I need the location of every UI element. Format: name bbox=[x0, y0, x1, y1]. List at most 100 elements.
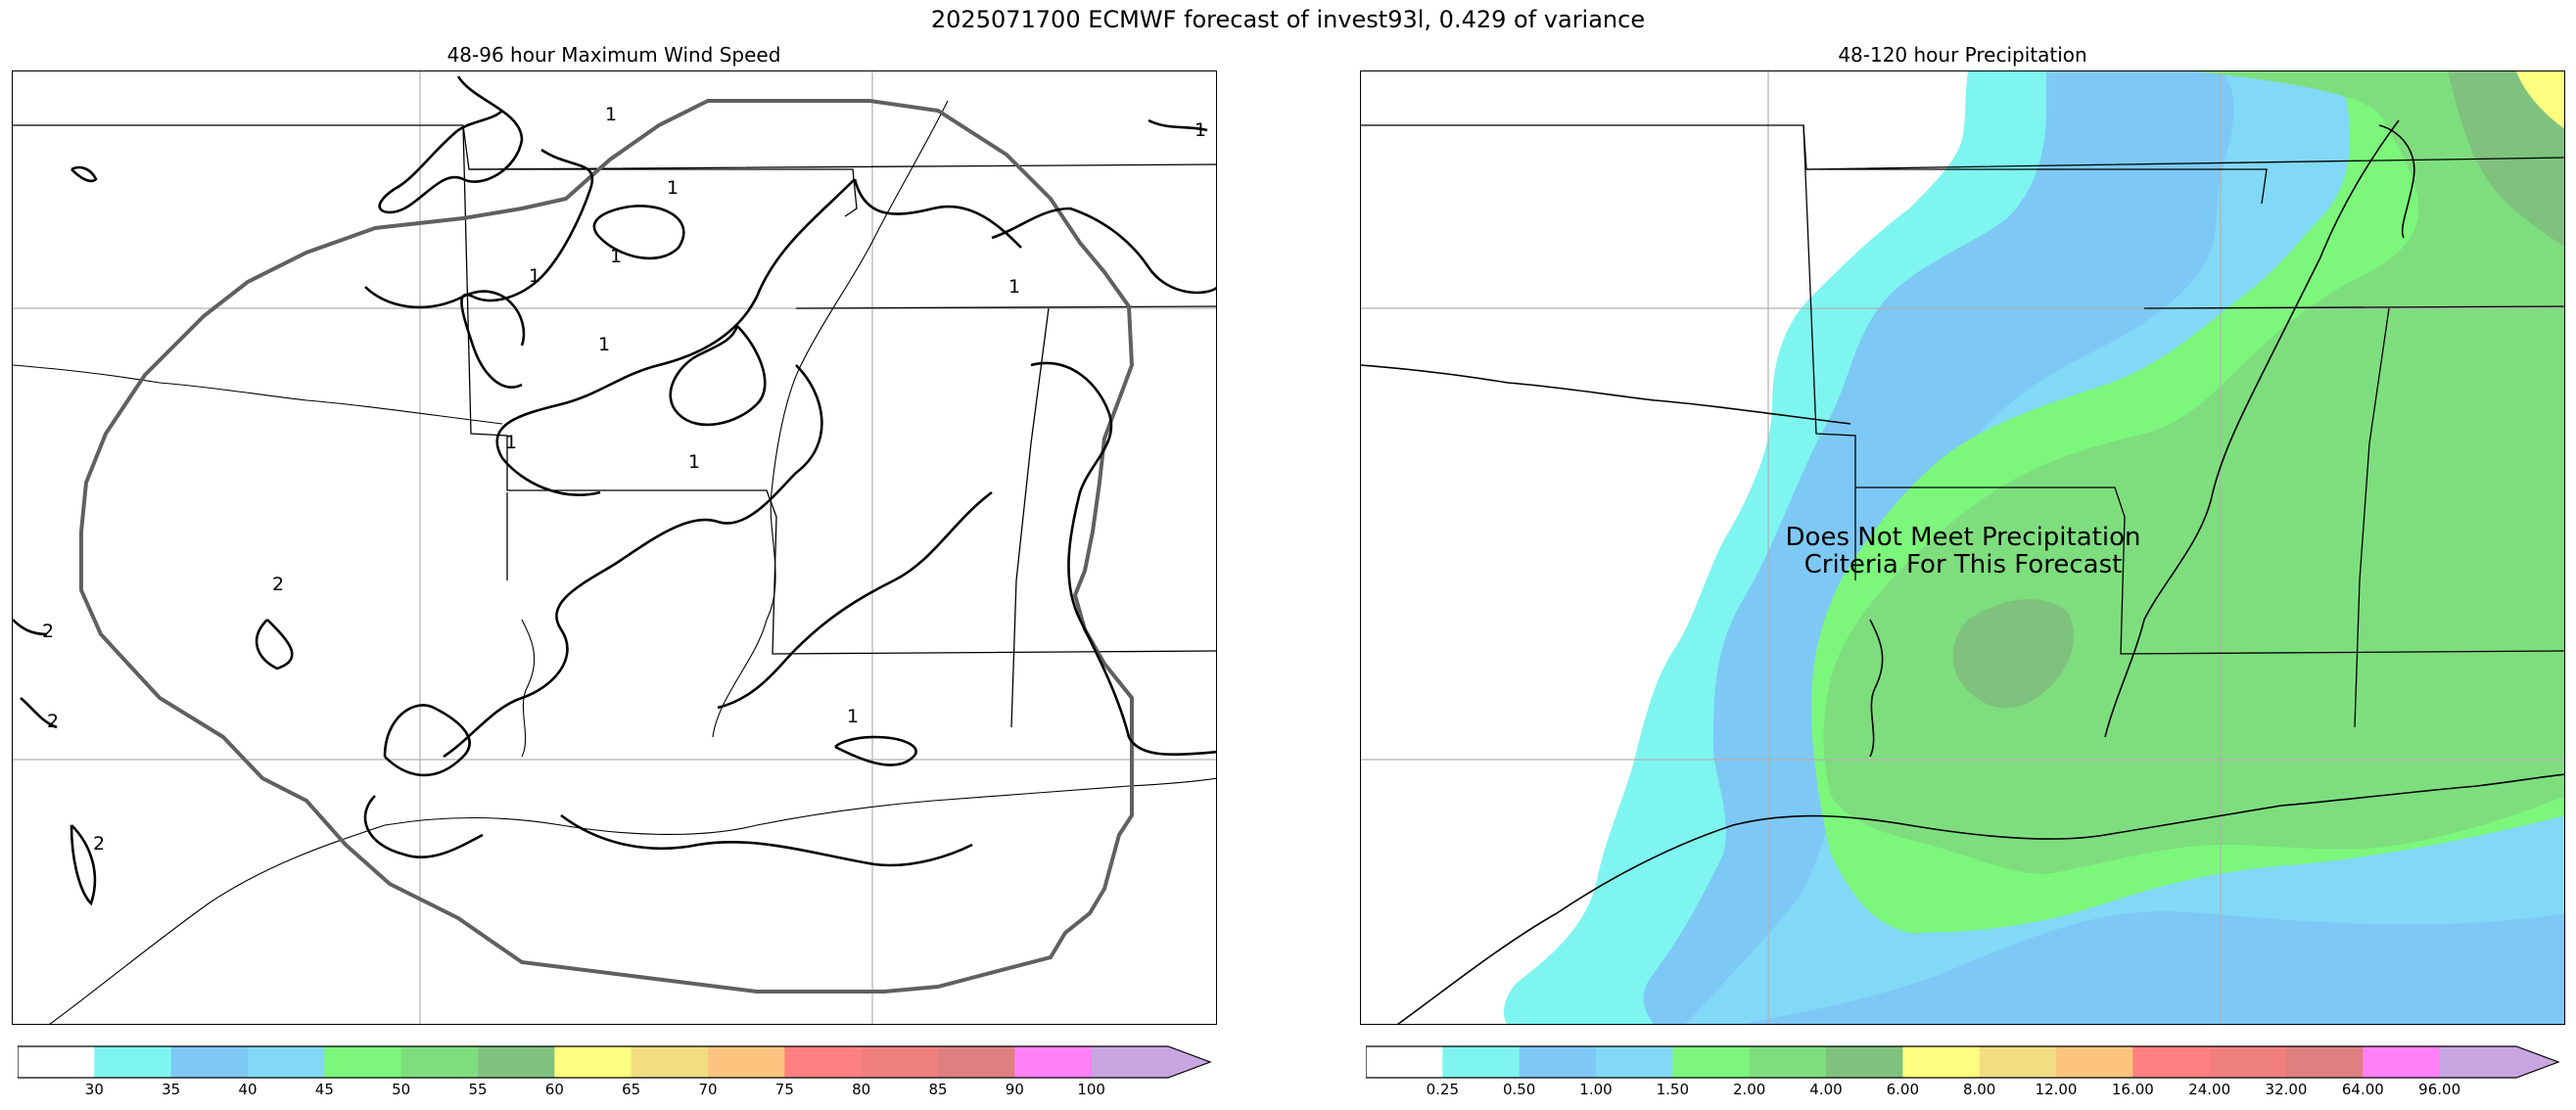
contour-label: 2 bbox=[93, 833, 105, 855]
wind-panel-title: 48-96 hour Maximum Wind Speed bbox=[446, 43, 781, 67]
contour-label: 2 bbox=[42, 621, 54, 642]
wind-map: 1 1 1 1 1 1 1 1 1 1 2 2 2 2 bbox=[12, 70, 1217, 1025]
precip-colorbar-tick-label: 12.00 bbox=[2035, 1081, 2078, 1098]
wind-map-canvas: 1 1 1 1 1 1 1 1 1 1 2 2 2 2 bbox=[13, 71, 1216, 1024]
precip-colorbar-tick-label: 0.50 bbox=[1502, 1081, 1536, 1098]
precip-colorbar-cell bbox=[2056, 1046, 2133, 1078]
wind-colorbar bbox=[18, 1045, 1212, 1079]
precip-colorbar-cell bbox=[1366, 1046, 1443, 1078]
wind-colorbar-cell bbox=[478, 1046, 555, 1078]
precip-gridlines bbox=[1361, 71, 2564, 1024]
precip-colorbar-tick-label: 16.00 bbox=[2111, 1081, 2154, 1098]
wind-colorbar-cell bbox=[1091, 1046, 1169, 1078]
precip-colorbar-tick-labels: 0.25 0.50 1.00 1.50 2.00 4.00 6.00 8.00 12.00 16.… bbox=[1366, 1081, 2560, 1100]
wind-colorbar-cell bbox=[324, 1046, 402, 1078]
precip-colorbar-cell bbox=[1442, 1046, 1521, 1078]
precip-colorbar-cell bbox=[2286, 1046, 2364, 1078]
wind-envelope-polygon bbox=[79, 99, 1135, 994]
precip-colorbar-cell bbox=[2439, 1046, 2517, 1078]
precip-colorbar-tick-label: 2.00 bbox=[1732, 1081, 1766, 1098]
precip-panel-title: 48-120 hour Precipitation bbox=[1838, 43, 2087, 67]
wind-colorbar-tick-label: 45 bbox=[314, 1081, 334, 1098]
wind-colorbar-tick-label: 80 bbox=[852, 1081, 871, 1098]
wind-colorbar-cell bbox=[170, 1046, 249, 1078]
wind-state-borders bbox=[13, 124, 1216, 728]
wind-rivers bbox=[13, 100, 1216, 1024]
precip-colorbar-cell bbox=[1902, 1046, 1981, 1078]
wind-colorbar-tick-label: 100 bbox=[1077, 1081, 1105, 1098]
wind-colorbar-extension bbox=[1168, 1046, 1210, 1078]
precip-colorbar-tick-label: 1.00 bbox=[1579, 1081, 1613, 1098]
contour-label: 1 bbox=[529, 265, 540, 287]
wind-colorbar-tick-label: 50 bbox=[392, 1081, 411, 1098]
wind-colorbar-tick-label: 70 bbox=[698, 1081, 718, 1098]
wind-colorbar-cell bbox=[861, 1046, 939, 1078]
precip-colorbar-cell bbox=[1826, 1046, 1903, 1078]
precip-colorbar-tick-label: 0.25 bbox=[1426, 1081, 1460, 1098]
wind-colorbar-tick-label: 65 bbox=[622, 1081, 641, 1098]
wind-contour-labels: 1 1 1 1 1 1 1 1 1 1 2 2 2 2 bbox=[42, 104, 1206, 855]
contour-label: 1 bbox=[598, 334, 610, 355]
contour-label: 1 bbox=[1194, 119, 1206, 141]
precip-colorbar-cell bbox=[1749, 1046, 1827, 1078]
wind-contours bbox=[13, 75, 1216, 906]
wind-colorbar-tick-label: 40 bbox=[238, 1081, 258, 1098]
wind-colorbar-tick-label: 75 bbox=[774, 1081, 794, 1098]
precip-note-line1: Does Not Meet Precipitation bbox=[1786, 523, 2141, 552]
wind-colorbar-tick-label: 30 bbox=[84, 1081, 104, 1098]
precip-map: Does Not Meet Precipitation Criteria For… bbox=[1360, 70, 2565, 1025]
contour-label: 1 bbox=[688, 451, 700, 473]
precip-region-6.00 bbox=[2516, 71, 2564, 129]
precip-note: Does Not Meet Precipitation Criteria For… bbox=[1786, 523, 2141, 579]
precip-white-region bbox=[1361, 71, 1968, 1024]
wind-colorbar-cell bbox=[708, 1046, 785, 1078]
precip-note-line2: Criteria For This Forecast bbox=[1804, 550, 2123, 579]
contour-label: 1 bbox=[505, 432, 517, 453]
wind-colorbar-cell bbox=[248, 1046, 325, 1078]
wind-colorbar-tick-label: 35 bbox=[162, 1081, 181, 1098]
precip-colorbar-tick-label: 6.00 bbox=[1886, 1081, 1920, 1098]
precip-colorbar-cell bbox=[2209, 1046, 2287, 1078]
wind-colorbar-cell bbox=[631, 1046, 709, 1078]
precip-colorbar-cell bbox=[1519, 1046, 1597, 1078]
wind-colorbar-cell bbox=[784, 1046, 863, 1078]
precip-state-borders bbox=[1361, 124, 2564, 728]
precip-colorbar-cells bbox=[1366, 1046, 2558, 1078]
contour-label: 1 bbox=[605, 104, 617, 125]
precip-colorbar-cell bbox=[1979, 1046, 2057, 1078]
precip-colorbar-cell bbox=[2363, 1046, 2441, 1078]
wind-colorbar-cells bbox=[18, 1046, 1210, 1078]
contour-label: 1 bbox=[610, 246, 622, 267]
figure-title: 2025071700 ECMWF forecast of invest93l, … bbox=[930, 6, 1646, 33]
wind-colorbar-cell bbox=[938, 1046, 1015, 1078]
precip-field bbox=[1361, 71, 2564, 1024]
wind-colorbar-cell bbox=[1014, 1046, 1093, 1078]
precip-colorbar-tick-label: 1.50 bbox=[1656, 1081, 1690, 1098]
precip-coastline bbox=[1361, 119, 2564, 1024]
precip-colorbar-cell bbox=[1596, 1046, 1673, 1078]
precip-colorbar-tick-label: 64.00 bbox=[2341, 1081, 2384, 1098]
wind-gridlines bbox=[13, 71, 1216, 1024]
contour-label: 2 bbox=[272, 574, 284, 595]
wind-colorbar-tick-label: 85 bbox=[928, 1081, 948, 1098]
precip-colorbar-tick-label: 32.00 bbox=[2265, 1081, 2308, 1098]
precip-colorbar-tick-label: 4.00 bbox=[1809, 1081, 1843, 1098]
precip-colorbar-cell bbox=[1672, 1046, 1751, 1078]
wind-colorbar-tick-label: 90 bbox=[1005, 1081, 1024, 1098]
wind-colorbar-tick-label: 60 bbox=[544, 1081, 564, 1098]
wind-colorbar-cell bbox=[400, 1046, 479, 1078]
contour-label: 2 bbox=[47, 711, 59, 732]
wind-colorbar-tick-labels: 30 35 40 45 50 55 60 65 70 75 80 85 90 100 bbox=[18, 1081, 1212, 1100]
wind-colorbar-cell bbox=[554, 1046, 632, 1078]
precip-colorbar bbox=[1366, 1045, 2560, 1079]
precip-colorbar-tick-label: 24.00 bbox=[2188, 1081, 2231, 1098]
wind-colorbar-cell bbox=[18, 1046, 95, 1078]
precip-colorbar-cell bbox=[2132, 1046, 2211, 1078]
precip-region-4.00b bbox=[1952, 599, 2075, 709]
wind-colorbar-tick-label: 55 bbox=[468, 1081, 488, 1098]
precip-colorbar-extension bbox=[2516, 1046, 2558, 1078]
precip-colorbar-tick-label: 96.00 bbox=[2418, 1081, 2461, 1098]
wind-colorbar-cell bbox=[94, 1046, 172, 1078]
contour-label: 1 bbox=[1008, 276, 1020, 298]
contour-label: 1 bbox=[667, 177, 679, 199]
